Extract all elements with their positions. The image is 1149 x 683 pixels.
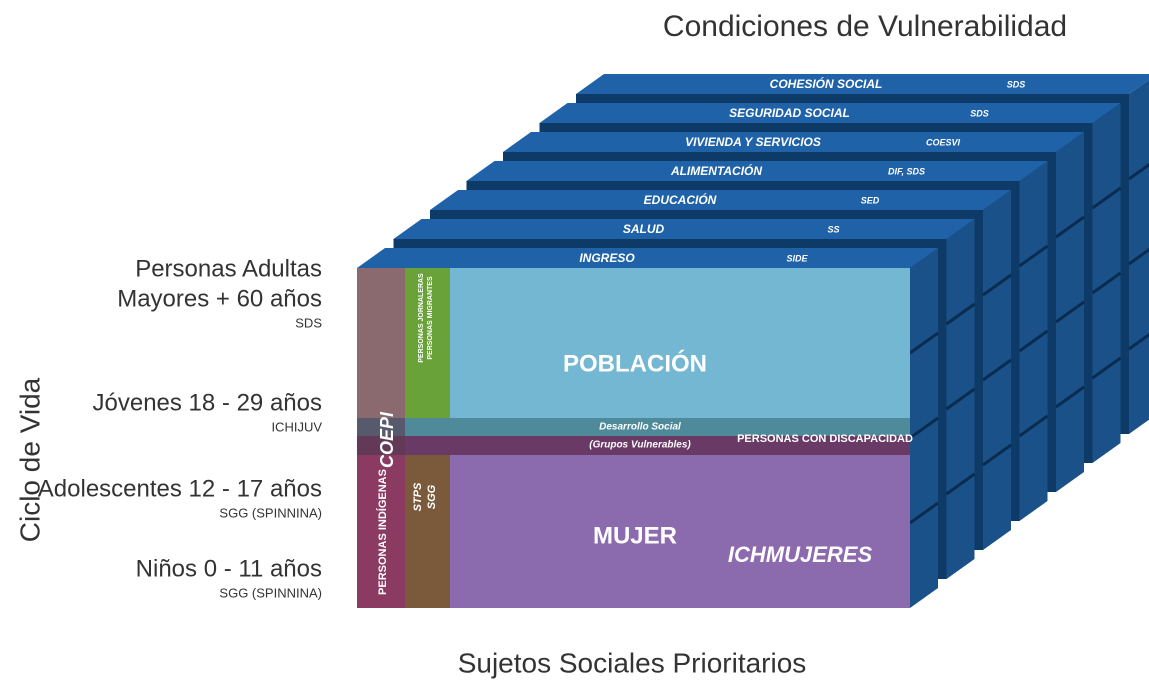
desarrollo-label: (Grupos Vulnerables) <box>589 440 691 451</box>
layer-agency: SDS <box>970 108 989 118</box>
age-agency: ICHIJUV <box>271 419 322 434</box>
layer-side-line <box>1055 215 1085 239</box>
layer-side <box>1129 79 1149 434</box>
layer-label: EDUCACIÓN <box>644 192 717 207</box>
layer-side-line <box>1091 356 1122 380</box>
left-axis-title: Ciclo de Vida <box>14 377 45 542</box>
layer-top <box>503 132 1084 152</box>
layer-label: VIVIENDA Y SERVICIOS <box>685 135 821 149</box>
ichmujeres-label: ICHMUJERES <box>728 542 873 567</box>
age-label: Adolescentes 12 - 17 años <box>38 475 322 502</box>
mujer-label: MUJER <box>593 522 677 549</box>
layer-agency: COESVI <box>926 137 961 147</box>
layer-side-line <box>909 331 939 355</box>
bottom-title: Sujetos Sociales Prioritarios <box>458 647 807 678</box>
layer-agency: DIF, SDS <box>888 166 925 176</box>
layer-side-line <box>1055 385 1085 409</box>
age-label: Jóvenes 18 - 29 años <box>93 389 323 416</box>
top-title: Condiciones de Vulnerabilidad <box>663 10 1067 43</box>
layer-top <box>393 219 975 239</box>
layer-side-line <box>1091 271 1122 295</box>
layer-side-line <box>1018 329 1049 353</box>
coepi-overlap <box>357 418 405 455</box>
desarrollo-band <box>357 418 910 436</box>
layer-agency: SIDE <box>786 253 808 263</box>
layer-agency: SDS <box>1007 79 1026 89</box>
poblacion-panel <box>450 268 910 418</box>
coepi-panel <box>357 268 405 418</box>
discapacidad-label: PERSONAS CON DISCAPACIDAD <box>737 433 913 445</box>
layer-side-line <box>982 273 1012 297</box>
sgg-label: SGG <box>426 484 438 509</box>
age-label: Mayores + 60 años <box>117 285 322 312</box>
layer-top <box>430 190 1011 210</box>
layer-top <box>576 74 1149 94</box>
layer-label: ALIMENTACIÓN <box>670 163 762 178</box>
layer-top <box>539 103 1121 123</box>
indigenas-label: PERSONAS INDÍGENAS <box>376 469 389 595</box>
discapacidad-band <box>357 436 910 455</box>
indigenas-panel <box>357 455 405 608</box>
layer-top <box>466 161 1048 181</box>
layer-side-line <box>982 443 1012 467</box>
age-label: Niños 0 - 11 años <box>136 555 322 582</box>
jornaleras-label: PERSONAS JORNALERAS <box>418 273 425 363</box>
layer-side-line <box>909 416 939 440</box>
age-agency: SGG (SPINNINA) <box>219 585 322 600</box>
layer-side-line <box>909 501 939 525</box>
jornaleras-panel <box>405 268 450 418</box>
coepi-label: COEPI <box>377 411 397 468</box>
layer-label: COHESIÓN SOCIAL <box>770 76 883 91</box>
layer-side-line <box>945 472 976 496</box>
stps-label: STPS <box>412 482 424 511</box>
stps-panel <box>405 455 450 608</box>
layer-side-line <box>1055 300 1085 324</box>
age-label: Personas Adultas <box>135 255 322 282</box>
layer-side-line <box>1091 186 1122 210</box>
layer-side-line <box>1128 332 1149 351</box>
layer-label: SALUD <box>623 222 665 236</box>
layer-side-line <box>982 358 1012 382</box>
layer-side-line <box>1128 162 1149 181</box>
age-agency: SDS <box>295 315 322 330</box>
layer-side-line <box>1018 244 1049 268</box>
age-groups: Personas Adultas Mayores + 60 años SDS Jóve… <box>38 255 323 600</box>
front-face: POBLACIÓN MUJER ICHMUJERES Desarrollo So… <box>357 268 913 608</box>
desarrollo-label: Desarrollo Social <box>599 422 681 433</box>
layer-side-line <box>1128 247 1149 266</box>
layer-label: SEGURIDAD SOCIAL <box>729 106 850 120</box>
mujer-panel <box>450 455 910 608</box>
jornaleras-label: PERSONAS MIGRANTES <box>427 276 434 360</box>
layer-side-line <box>1018 414 1049 438</box>
poblacion-label: POBLACIÓN <box>563 349 707 377</box>
layer-label: INGRESO <box>579 251 635 265</box>
layer-agency: SS <box>827 224 839 234</box>
layer-side-line <box>945 387 976 411</box>
layer-agency: SED <box>861 195 880 205</box>
layer-side-line <box>945 302 976 326</box>
age-agency: SGG (SPINNINA) <box>219 505 322 520</box>
layer-top <box>357 248 938 268</box>
